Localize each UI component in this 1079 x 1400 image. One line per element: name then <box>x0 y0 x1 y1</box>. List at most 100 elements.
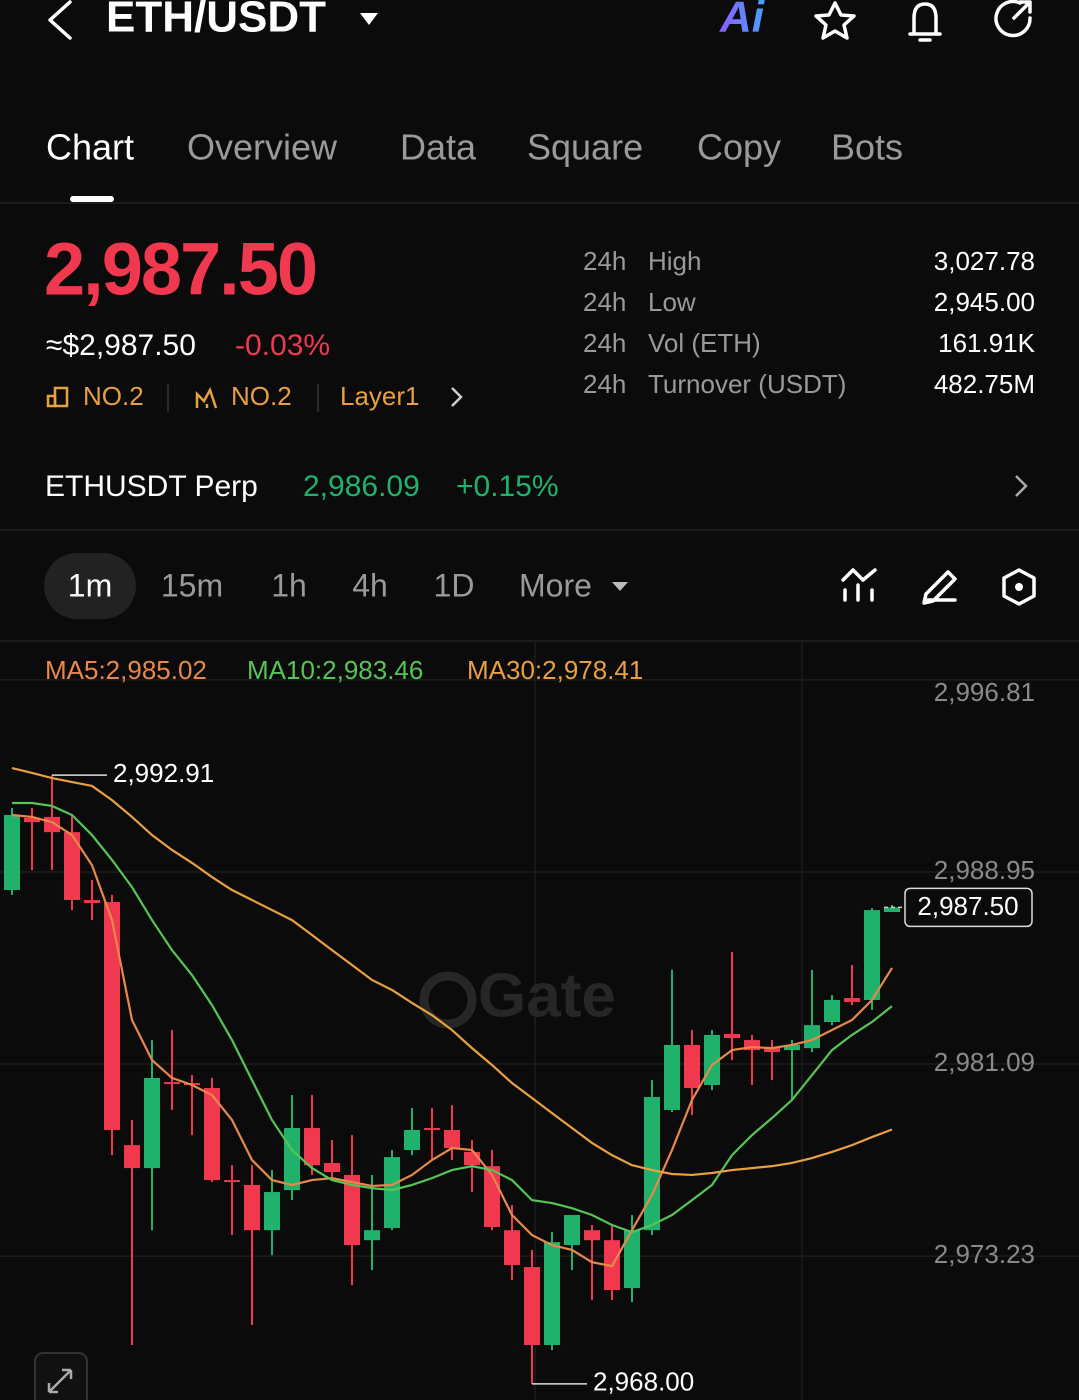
interval[interactable]: 4h <box>352 567 388 603</box>
trend-icon <box>195 386 218 409</box>
ma-line <box>11 767 893 1177</box>
y-tick-label: 2,973.23 <box>934 1239 1035 1269</box>
ma-line <box>12 801 893 1234</box>
tab[interactable]: Square <box>527 127 643 168</box>
y-tick-label: 2,996.81 <box>934 677 1035 707</box>
candle-body <box>84 900 100 903</box>
perp-chevron[interactable] <box>1015 475 1028 497</box>
rank-tag[interactable]: NO.2 <box>231 381 292 411</box>
low-label: 2,968.00 <box>593 1367 694 1397</box>
last-price-box <box>904 887 1033 928</box>
candle-body <box>24 817 40 823</box>
candle-body <box>684 1044 700 1088</box>
watermark-logo <box>419 971 477 1029</box>
tab-indicator <box>70 196 114 202</box>
y-tick-label: 2,988.95 <box>934 855 1035 885</box>
chart: Gate 2,996.81 2,988.95 2,981.09 2,973.23 MA5… <box>0 642 1079 1400</box>
stat-label: Low <box>648 287 696 317</box>
candle-body <box>564 1215 580 1246</box>
candle-body <box>164 1082 180 1085</box>
candle-body <box>4 815 20 891</box>
interval[interactable]: 1h <box>271 567 307 603</box>
stat-period: 24h <box>583 369 626 399</box>
indicator-button[interactable] <box>841 568 877 602</box>
perp-price: 2,986.09 <box>303 470 420 503</box>
candle-body <box>764 1048 780 1053</box>
candle-body <box>824 999 840 1022</box>
stat-period: 24h <box>583 328 626 358</box>
price-change: -0.03% <box>235 329 330 362</box>
candle-body <box>284 1128 300 1191</box>
pair-dropdown[interactable] <box>360 13 378 25</box>
last-price-label: 2,987.50 <box>917 891 1018 921</box>
tab[interactable]: Copy <box>697 127 781 168</box>
pair-title[interactable]: ETH/USDT <box>106 0 326 42</box>
legend-entry: MA30:2,978.41 <box>467 655 643 685</box>
candle-body <box>144 1077 160 1169</box>
tab[interactable]: Overview <box>187 127 338 168</box>
back-button[interactable] <box>48 0 72 40</box>
ai-button[interactable]: Ai <box>719 0 765 42</box>
rank-tag[interactable]: NO.2 <box>83 381 144 411</box>
candle-body <box>884 907 900 913</box>
fullscreen-icon <box>47 1368 73 1394</box>
stat-value: 2,945.00 <box>934 287 1035 317</box>
more-dropdown[interactable] <box>612 582 628 591</box>
rank-icon <box>46 386 69 408</box>
interval-pill <box>44 553 136 619</box>
candle-body <box>424 1128 440 1131</box>
stat-value: 161.91K <box>938 328 1036 358</box>
candle-body <box>204 1087 220 1181</box>
tab[interactable]: Data <box>400 127 477 168</box>
interval[interactable]: 1m <box>68 567 112 603</box>
stat-label: High <box>648 246 701 276</box>
ma-line <box>11 813 893 1268</box>
candle-body <box>324 1162 340 1173</box>
candle-body <box>844 998 860 1002</box>
settings-button[interactable] <box>1002 568 1036 606</box>
share-button[interactable] <box>994 0 1032 38</box>
candle-body <box>644 1096 660 1231</box>
legend-entry: MA5:2,985.02 <box>45 655 207 685</box>
candle-body <box>304 1128 320 1166</box>
chevron <box>451 387 463 407</box>
stat-label: Turnover (USDT) <box>648 369 846 399</box>
sector-tag[interactable]: Layer1 <box>340 381 420 411</box>
fiat-price: ≈$2,987.50 <box>46 329 196 362</box>
interval-bar: 1m 15m 1h 4h 1D More <box>68 567 592 603</box>
watermark: Gate <box>478 961 616 1030</box>
fullscreen-button[interactable] <box>34 1352 88 1400</box>
last-price: 2,987.50 <box>44 228 316 311</box>
perp-name[interactable]: ETHUSDT Perp <box>45 470 258 503</box>
candle-body <box>224 1180 240 1183</box>
y-tick-label: 2,981.09 <box>934 1047 1035 1077</box>
stat-period: 24h <box>583 246 626 276</box>
candle-body <box>504 1230 520 1266</box>
candle-body <box>664 1044 680 1110</box>
high-label: 2,992.91 <box>113 758 214 788</box>
candle-body <box>524 1267 540 1346</box>
alert-button[interactable] <box>908 2 942 42</box>
candle-body <box>344 1174 360 1246</box>
interval[interactable]: 15m <box>161 567 223 603</box>
stat-value: 482.75M <box>934 369 1035 399</box>
candle-body <box>444 1129 460 1149</box>
candle-body <box>864 910 880 1000</box>
perp-change: +0.15% <box>456 470 559 503</box>
candle-body <box>364 1230 380 1241</box>
interval[interactable]: More <box>519 567 592 603</box>
tab[interactable]: Chart <box>46 127 134 168</box>
candle-body <box>64 832 80 901</box>
stat-value: 3,027.78 <box>934 246 1035 276</box>
legend-entry: MA10:2,983.46 <box>247 655 423 685</box>
tab[interactable]: Bots <box>831 127 903 168</box>
candle-body <box>804 1025 820 1049</box>
favorite-button[interactable] <box>814 1 856 40</box>
stat-period: 24h <box>583 287 626 317</box>
interval[interactable]: 1D <box>434 567 475 603</box>
stat-label: Vol (ETH) <box>648 328 761 358</box>
draw-button[interactable] <box>922 570 957 605</box>
